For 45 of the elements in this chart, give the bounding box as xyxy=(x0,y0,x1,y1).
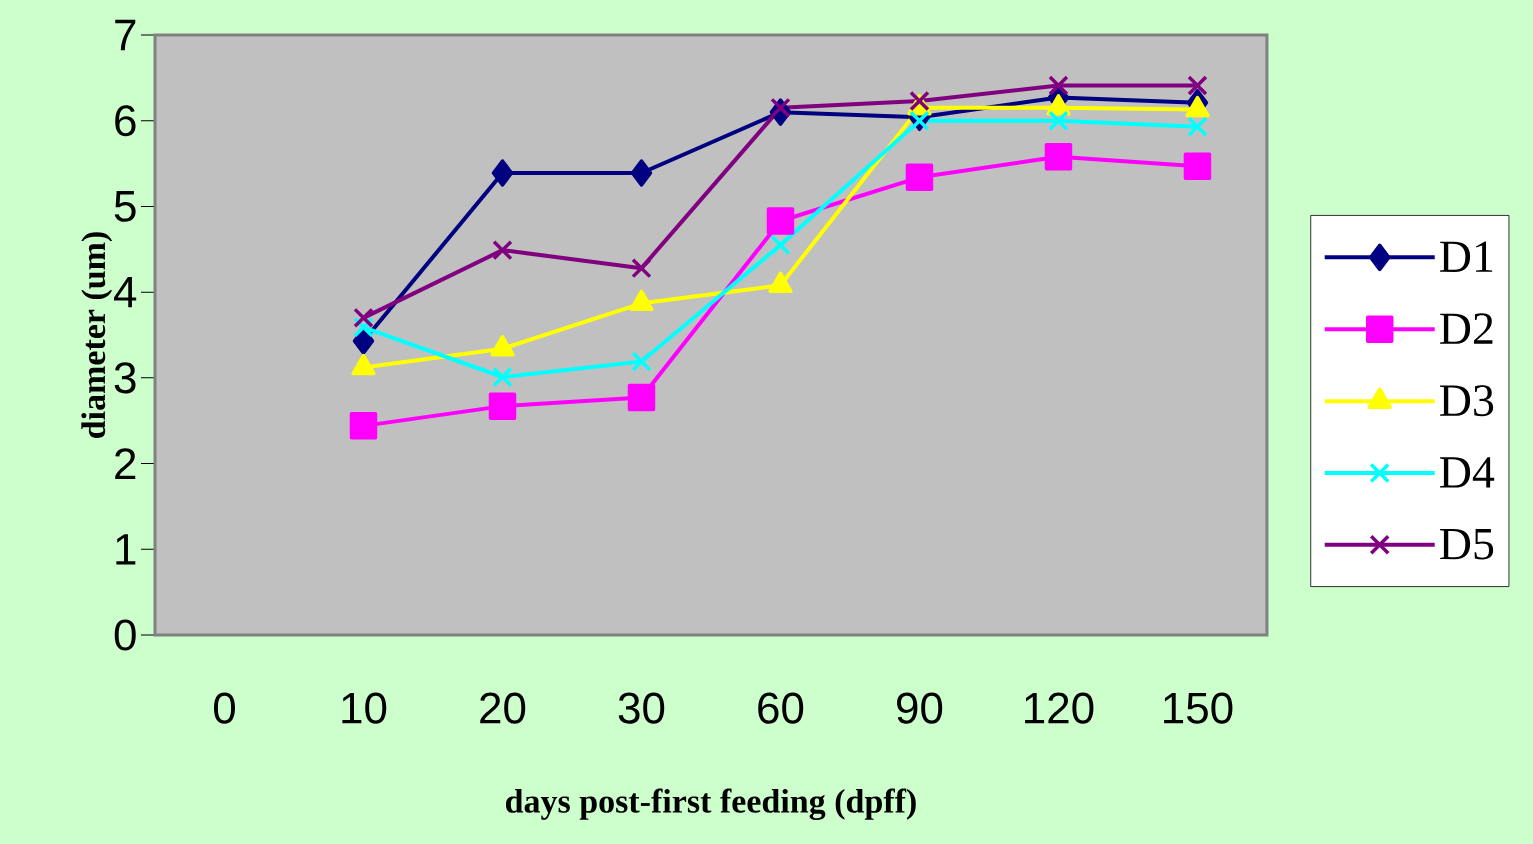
x-tick-label: 150 xyxy=(1164,692,1233,724)
point xyxy=(1048,75,1069,96)
point xyxy=(630,159,653,187)
point xyxy=(492,366,513,388)
y-tick-label: 0 xyxy=(114,619,136,651)
y-tick-label: 7 xyxy=(115,19,136,51)
point xyxy=(352,327,375,355)
point xyxy=(770,234,791,256)
legend-label: D1 xyxy=(1440,241,1493,272)
point xyxy=(491,159,514,187)
y-axis-title: diameter (um) xyxy=(81,232,113,438)
point xyxy=(631,257,652,279)
x-tick-label: 20 xyxy=(480,692,526,724)
x-tick-label: 60 xyxy=(758,692,804,724)
point xyxy=(488,392,517,420)
y-tick-label: 4 xyxy=(114,277,137,308)
x-tick-label: 30 xyxy=(618,692,665,724)
legend-label: D4 xyxy=(1440,457,1495,488)
point xyxy=(909,110,930,131)
point xyxy=(627,383,656,412)
point xyxy=(1044,142,1073,171)
y-tick-label: 2 xyxy=(115,448,136,479)
y-tick-label: 5 xyxy=(114,191,136,222)
y-tick-label: 6 xyxy=(115,105,136,137)
point xyxy=(1187,75,1208,96)
point xyxy=(492,239,513,261)
point xyxy=(631,351,652,372)
legend-label: D5 xyxy=(1440,528,1494,560)
x-tick-label: 90 xyxy=(897,692,943,724)
point xyxy=(766,207,795,235)
point xyxy=(353,307,374,329)
point xyxy=(1183,152,1212,180)
x-tick-label: 10 xyxy=(342,692,387,724)
point xyxy=(905,163,934,192)
point xyxy=(1048,110,1069,131)
point xyxy=(1187,116,1208,137)
point xyxy=(770,97,791,119)
x-axis-title: days post-first feeding (dpff) xyxy=(506,788,916,820)
y-tick-label: 3 xyxy=(114,362,136,394)
point xyxy=(349,412,378,440)
y-tick-label: 1 xyxy=(116,534,136,565)
x-tick-label: 120 xyxy=(1025,692,1094,724)
x-tick-label: 0 xyxy=(213,692,236,724)
legend-label: D3 xyxy=(1440,385,1494,417)
legend-label: D2 xyxy=(1440,313,1493,344)
